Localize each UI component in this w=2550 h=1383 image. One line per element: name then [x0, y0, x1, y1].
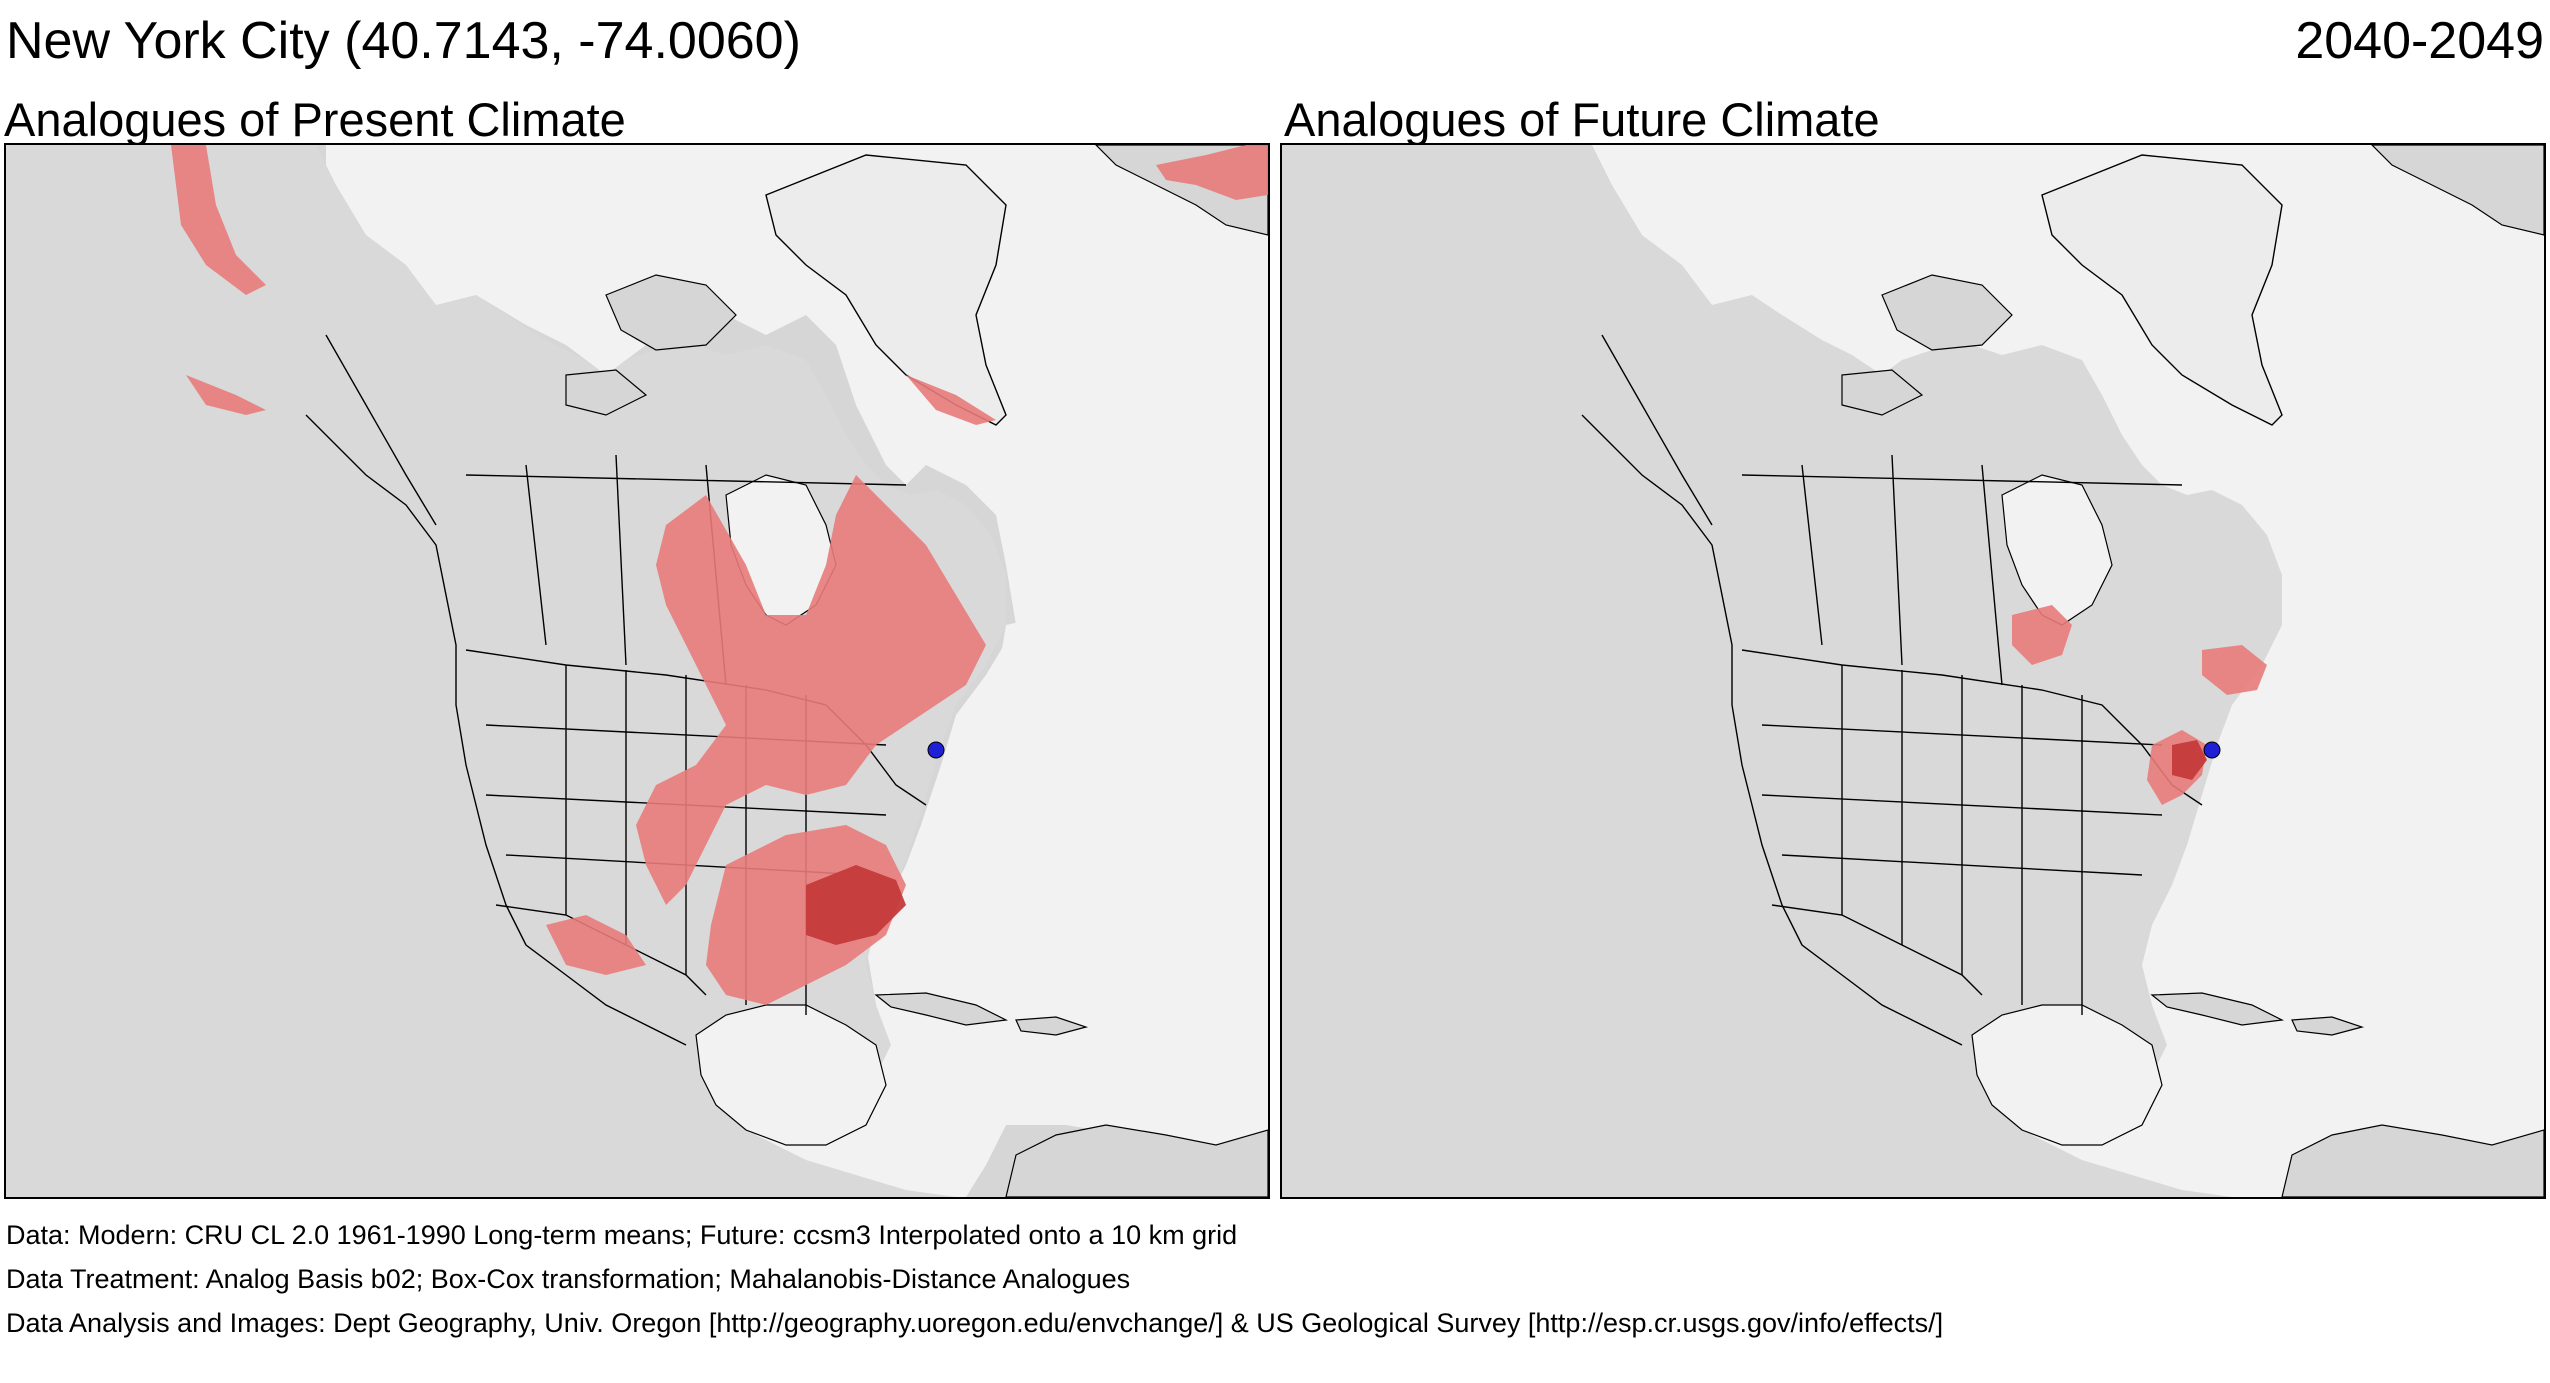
analogue-layer	[2012, 605, 2267, 805]
siberia	[2371, 145, 2544, 236]
alaska-border	[1601, 334, 1713, 526]
coastline-west	[305, 414, 687, 1046]
present-climate-panel-title: Analogues of Present Climate	[4, 93, 626, 146]
target-location-marker	[2203, 741, 2221, 759]
south-america	[2281, 1124, 2544, 1197]
hispaniola	[1015, 1016, 1089, 1036]
analogue-region-west-interior	[546, 915, 646, 975]
footer-data-treatment: Data Treatment: Analog Basis b02; Box-Co…	[6, 1264, 1131, 1294]
analogue-region-alaska-south	[186, 375, 266, 415]
canada-provinces	[1741, 454, 2183, 686]
landmass-layer	[6, 145, 1268, 1197]
us-states-grid	[1761, 665, 2163, 1015]
greenland	[2041, 154, 2283, 426]
analogue-region-siberia	[1156, 145, 1268, 200]
canada-provinces	[465, 454, 907, 686]
landmass-layer	[1282, 145, 2544, 1197]
present-climate-map-svg	[6, 145, 1268, 1197]
analogue-region-strong-northeast	[2172, 740, 2207, 780]
future-climate-map-svg	[1282, 145, 2544, 1197]
hudson-bay	[2001, 474, 2113, 626]
analogue-layer	[171, 145, 1268, 1005]
alaska-border	[325, 334, 437, 526]
analogue-region-central-canada	[2012, 605, 2072, 665]
analogue-region-canada-broad	[636, 475, 986, 905]
footer-data-source: Data: Modern: CRU CL 2.0 1961-1990 Long-…	[6, 1220, 1238, 1250]
analogue-region-alaska	[171, 145, 266, 295]
location-title: New York City (40.7143, -74.0060)	[6, 12, 801, 70]
analogue-region-strong-east	[806, 865, 906, 945]
future-climate-panel-title: Analogues of Future Climate	[1284, 93, 1880, 146]
future-climate-map	[1280, 143, 2546, 1199]
period-title: 2040-2049	[2295, 12, 2544, 70]
gulf-of-mexico	[695, 1004, 887, 1146]
gulf-of-mexico	[1971, 1004, 2163, 1146]
greenland	[765, 154, 1007, 426]
present-climate-map	[4, 143, 1270, 1199]
mainland-land	[1282, 145, 2282, 1197]
cuba	[874, 992, 1009, 1026]
target-location-marker	[927, 741, 945, 759]
arctic-islands	[1841, 274, 2013, 416]
analogue-region-quebec	[2202, 645, 2267, 695]
atlantic-ocean	[2162, 565, 2544, 1150]
analogue-region-greenland-coast	[906, 375, 996, 425]
cuba	[2150, 992, 2285, 1026]
south-america	[1005, 1124, 1268, 1197]
hispaniola	[2291, 1016, 2365, 1036]
arctic-islands	[565, 274, 737, 416]
coastline-west	[1581, 414, 1963, 1046]
atlantic-ocean	[886, 565, 1268, 1150]
footer-data-analysis: Data Analysis and Images: Dept Geography…	[6, 1308, 1944, 1338]
